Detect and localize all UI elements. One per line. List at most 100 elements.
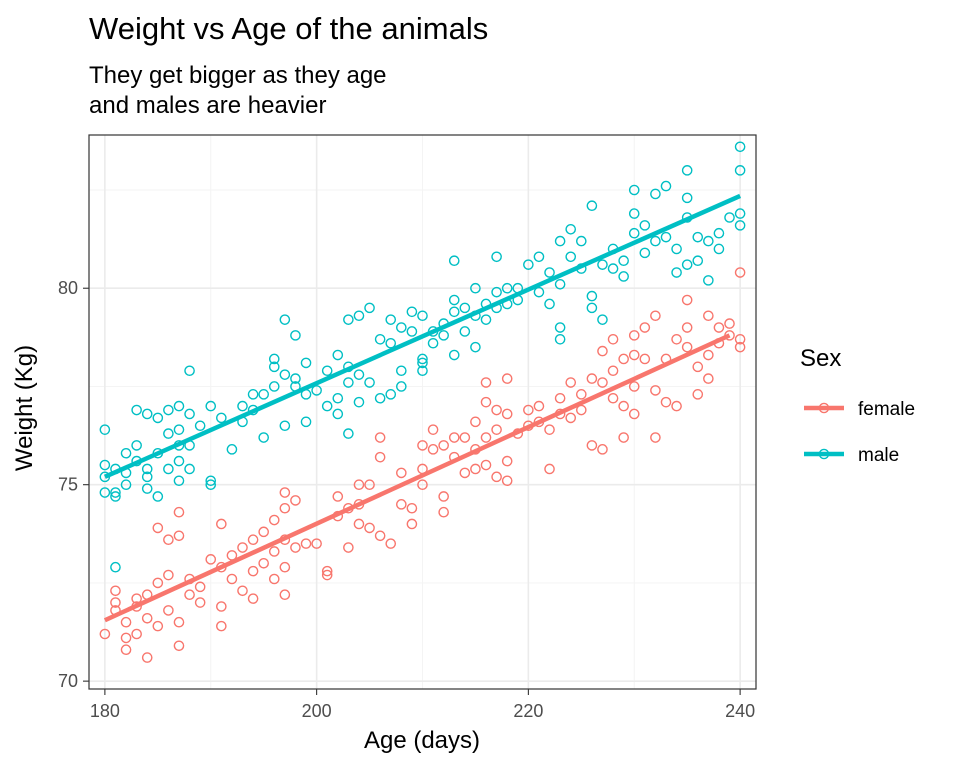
female-point xyxy=(152,577,164,589)
male-point xyxy=(385,314,397,325)
male-point xyxy=(533,251,545,263)
male-point xyxy=(459,302,471,314)
female-point xyxy=(533,400,545,412)
male-point xyxy=(141,463,153,475)
male-point xyxy=(417,365,428,377)
male-point xyxy=(470,310,481,322)
female-point xyxy=(321,565,333,577)
male-point xyxy=(110,561,121,573)
male-point xyxy=(406,326,418,337)
female-point xyxy=(184,573,195,585)
male-point xyxy=(576,263,587,274)
male-point xyxy=(364,377,375,388)
male-point xyxy=(163,463,174,475)
male-point xyxy=(438,330,449,341)
female-point xyxy=(141,589,153,601)
female-point xyxy=(205,554,217,565)
male-point xyxy=(681,165,693,176)
male-point xyxy=(448,349,460,361)
male-point xyxy=(406,306,418,318)
female-point xyxy=(279,589,291,601)
male-point xyxy=(586,302,598,314)
female-point xyxy=(406,518,418,530)
male-point xyxy=(734,141,746,153)
female-point xyxy=(565,377,577,388)
female-point xyxy=(279,502,291,514)
female-point xyxy=(438,440,449,451)
female-point xyxy=(692,389,704,400)
male-point xyxy=(417,357,428,369)
male-point xyxy=(650,188,661,200)
male-point xyxy=(173,424,185,435)
y-tick-label: 80 xyxy=(58,278,78,298)
male-point xyxy=(586,290,598,302)
male-point xyxy=(110,487,121,498)
male-point xyxy=(501,282,513,294)
female-point xyxy=(406,502,418,514)
female-point xyxy=(480,459,492,471)
female-point xyxy=(152,620,164,632)
female-point xyxy=(163,534,174,546)
axes: 180 200 220 240 70 75 80 xyxy=(58,278,755,721)
male-point xyxy=(491,286,502,298)
female-point xyxy=(713,322,725,333)
male-point xyxy=(396,381,407,392)
male-point xyxy=(120,447,132,459)
female-point xyxy=(279,487,291,498)
male-point xyxy=(120,467,132,479)
legend-key-female: female xyxy=(804,399,915,420)
female-point xyxy=(512,428,524,439)
male-point xyxy=(427,326,439,337)
female-point xyxy=(470,416,481,428)
male-point xyxy=(290,373,301,384)
female-point xyxy=(163,605,174,616)
male-point xyxy=(734,208,746,219)
female-point xyxy=(417,463,428,475)
male-point xyxy=(427,337,439,349)
x-tick-label: 220 xyxy=(513,701,543,721)
female-point xyxy=(110,585,121,597)
legend-key-male: male xyxy=(804,445,899,466)
male-point xyxy=(194,420,206,432)
female-point xyxy=(374,530,386,542)
male-point xyxy=(300,357,312,369)
legend: Sex female male xyxy=(800,345,915,466)
male-point xyxy=(448,294,460,306)
male-point xyxy=(734,165,746,176)
male-point xyxy=(279,420,291,432)
male-point xyxy=(343,361,354,373)
female-point xyxy=(480,377,492,388)
female-point xyxy=(681,341,693,353)
female-point xyxy=(110,605,121,616)
male-point xyxy=(163,404,174,416)
male-point xyxy=(184,408,195,420)
male-point xyxy=(448,255,460,267)
male-point xyxy=(703,235,714,247)
male-point xyxy=(417,353,428,365)
y-axis-title: Weight (Kg) xyxy=(11,345,38,471)
female-point xyxy=(353,518,365,530)
male-point xyxy=(607,263,619,274)
female-point xyxy=(427,444,439,455)
female-point xyxy=(163,569,174,581)
male-point xyxy=(618,255,629,267)
male-point xyxy=(353,369,365,380)
female-point xyxy=(491,471,502,483)
female-point xyxy=(343,542,354,553)
female-point xyxy=(491,424,502,435)
female-point xyxy=(374,432,386,443)
male-point xyxy=(184,463,195,475)
female-point xyxy=(650,385,661,396)
male-point xyxy=(343,428,354,439)
female-point xyxy=(216,518,227,530)
female-point xyxy=(533,416,545,428)
legend-label-female: female xyxy=(858,399,915,420)
female-point xyxy=(628,408,640,420)
chart-subtitle-line-2: and males are heavier xyxy=(89,92,326,119)
male-point xyxy=(152,491,164,502)
male-point xyxy=(512,282,524,294)
male-point xyxy=(607,243,619,255)
male-point xyxy=(332,408,344,420)
male-point xyxy=(597,314,608,325)
